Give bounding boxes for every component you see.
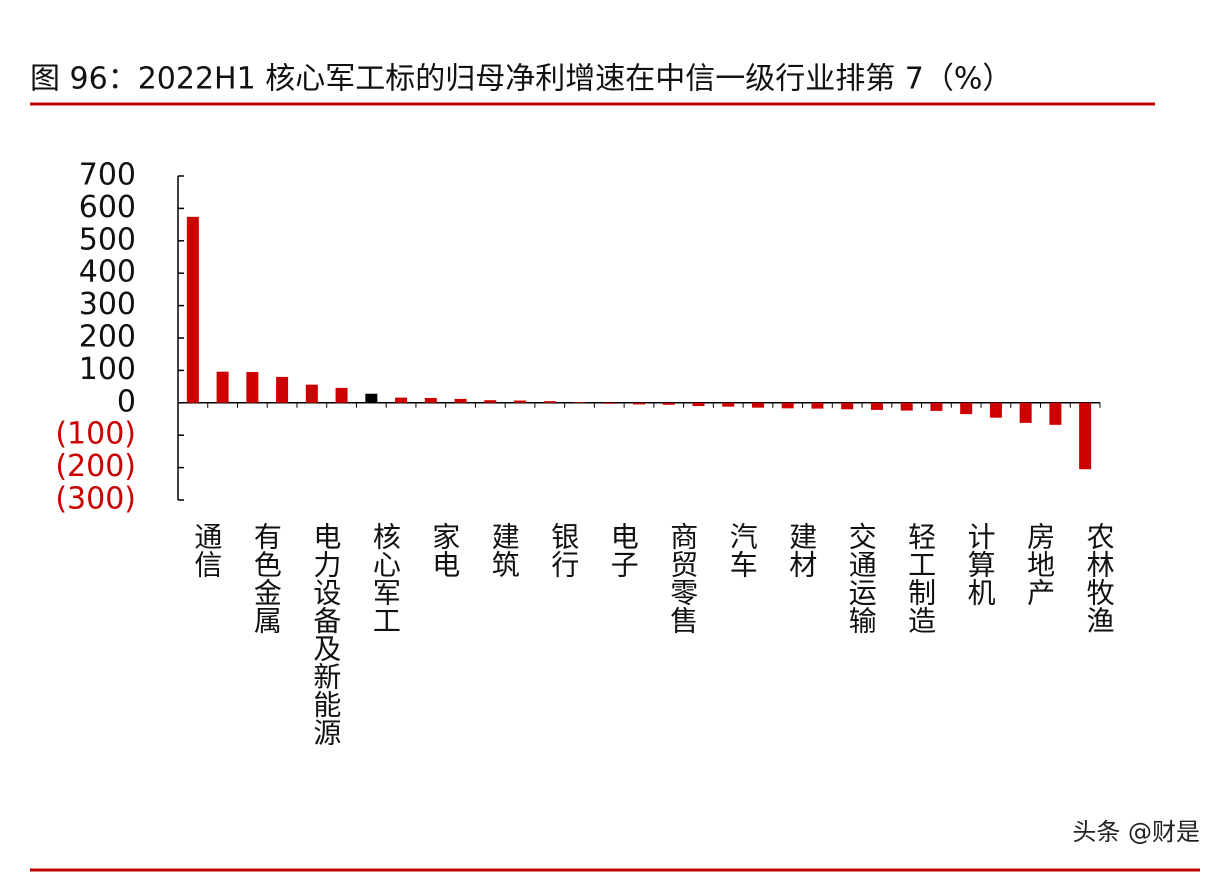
x-tick-label: 银行 — [547, 522, 580, 578]
y-tick-label: 200 — [79, 320, 136, 355]
y-tick-label: 600 — [79, 190, 136, 225]
bar — [662, 402, 675, 405]
bar — [841, 402, 854, 410]
bar — [692, 402, 705, 407]
bar — [514, 400, 527, 403]
y-tick-label: 0 — [117, 384, 136, 419]
bar — [395, 397, 408, 403]
bar — [424, 397, 437, 403]
bar — [603, 402, 616, 404]
bar — [216, 371, 229, 403]
x-tick-label: 家电 — [428, 522, 461, 578]
y-tick-label: (300) — [55, 482, 136, 517]
x-tick-label: 交通运输 — [845, 522, 878, 634]
x-tick-label: 建筑 — [488, 522, 521, 578]
bar — [1079, 402, 1092, 470]
bar — [276, 376, 289, 403]
y-tick-label: (200) — [55, 449, 136, 484]
y-tick-label: 100 — [79, 352, 136, 387]
bar — [484, 400, 497, 403]
bar — [573, 402, 586, 403]
bar — [1019, 402, 1032, 423]
x-tick-label: 核心军工 — [369, 522, 402, 634]
y-tick-label: 700 — [79, 158, 136, 193]
bar — [305, 384, 318, 403]
bar — [960, 402, 973, 415]
bar — [454, 398, 467, 403]
x-tick-label: 通信 — [190, 522, 223, 578]
bar — [365, 393, 378, 403]
x-tick-label: 农林牧渔 — [1083, 522, 1116, 634]
x-tick-label: 计算机 — [964, 522, 997, 606]
bar — [870, 402, 883, 410]
bar — [781, 402, 794, 409]
x-tick-label: 电子 — [607, 522, 640, 578]
watermark: 头条 @财是 — [1072, 818, 1200, 846]
x-tick-label: 有色金属 — [250, 522, 283, 634]
x-tick-label: 房地产 — [1023, 522, 1056, 606]
bar — [751, 402, 764, 408]
bar — [246, 372, 259, 403]
chart-title: 图 96：2022H1 核心军工标的归母净利增速在中信一级行业排第 7（%） — [30, 62, 1012, 97]
y-tick-label: (100) — [55, 417, 136, 452]
bar — [543, 401, 556, 403]
x-tick-label: 商贸零售 — [666, 522, 699, 634]
x-tick-label: 轻工制造 — [904, 522, 937, 634]
bar — [811, 402, 824, 409]
bar — [186, 216, 199, 403]
x-tick-label: 电力设备及新能源 — [309, 522, 342, 746]
bar — [900, 402, 913, 411]
bar — [930, 402, 943, 411]
y-tick-label: 500 — [79, 222, 136, 257]
bar — [1049, 402, 1062, 425]
y-tick-label: 300 — [79, 287, 136, 322]
x-tick-label: 汽车 — [726, 522, 759, 578]
bar — [335, 387, 348, 403]
x-tick-label: 建材 — [785, 522, 818, 578]
bar — [633, 402, 645, 405]
bar — [989, 402, 1002, 418]
y-tick-label: 400 — [79, 255, 136, 290]
bar — [722, 402, 735, 407]
